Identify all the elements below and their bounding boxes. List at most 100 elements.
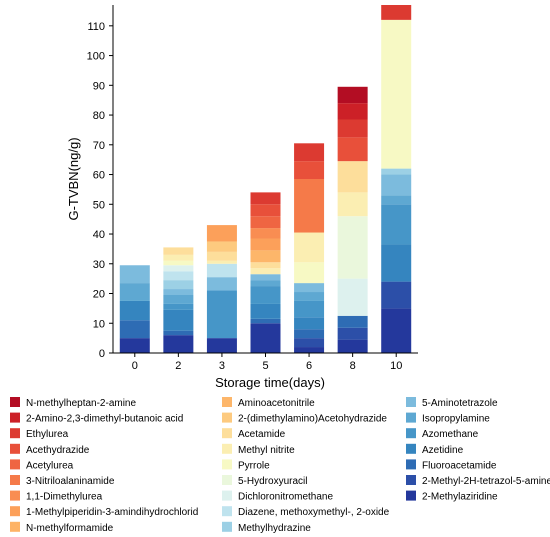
- bar-segment: [250, 228, 281, 239]
- legend-swatch: [406, 459, 416, 470]
- bar-segment: [119, 300, 150, 321]
- bar-segment: [163, 247, 194, 255]
- bar-segment: [250, 286, 281, 304]
- bar-segment: [163, 289, 194, 295]
- bar-segment: [294, 262, 325, 284]
- legend-label: Acetamide: [238, 429, 286, 440]
- bar-segment: [381, 174, 412, 196]
- bar-segment: [119, 338, 150, 353]
- bar-segment: [250, 250, 281, 263]
- bar-segment: [337, 278, 368, 316]
- legend-swatch: [10, 428, 20, 439]
- y-tick-label: 90: [93, 80, 105, 92]
- legend-swatch: [10, 521, 20, 532]
- x-tick-label: 2: [175, 360, 181, 372]
- legend-label: 3-Nitriloalaninamide: [26, 476, 115, 487]
- legend-label: 1-Methylpiperidin-3-amindihydrochlorid: [26, 507, 198, 518]
- legend-label: 2-Methylaziridine: [422, 492, 498, 503]
- bar-segment: [337, 103, 368, 120]
- bar-segment: [337, 119, 368, 138]
- x-axis-ticks: 0 2 3 5 6 8 10: [132, 353, 402, 372]
- bar-segment: [206, 290, 237, 339]
- x-tick-label: 8: [350, 360, 356, 372]
- bar-segment: [206, 241, 237, 252]
- bar-segment: [294, 179, 325, 233]
- y-tick-label: 60: [93, 170, 105, 182]
- legend-label: 2-Amino-2,3-dimethyl-butanoic acid: [26, 414, 183, 425]
- y-tick-label: 100: [87, 51, 105, 63]
- legend-label: Diazene, methoxymethyl-, 2-oxide: [238, 507, 390, 518]
- bar-segment: [337, 216, 368, 279]
- bar-segment: [163, 260, 194, 266]
- legend-swatch: [10, 412, 20, 423]
- legend-label: Methyl nitrite: [238, 445, 295, 456]
- bar-segment: [163, 295, 194, 304]
- bar-segment: [337, 137, 368, 162]
- legend-swatch: [222, 521, 232, 532]
- legend-swatch: [222, 490, 232, 501]
- plot-area: 0 10 20 30 40 50 60 70 80 90 100 110 0 2 3 5 6 8 10: [87, 5, 418, 372]
- bar-segment: [381, 5, 412, 20]
- legend-label: 1,1-Dimethylurea: [26, 492, 103, 503]
- bar-segment: [250, 303, 281, 319]
- bar-segment: [337, 192, 368, 217]
- bar-segment: [337, 315, 368, 328]
- bar-segment: [294, 347, 325, 353]
- bar-segment: [163, 271, 194, 281]
- legend-swatch: [222, 443, 232, 454]
- bar-segment: [163, 303, 194, 310]
- bar-segment: [294, 161, 325, 179]
- bar-segment: [337, 327, 368, 340]
- bar-segment: [381, 168, 412, 175]
- legend-swatch: [10, 443, 20, 454]
- legend-swatch: [222, 428, 232, 439]
- bar-segment: [381, 308, 412, 353]
- bar-segment: [206, 260, 237, 264]
- y-tick-label: 70: [93, 140, 105, 152]
- bar-segment: [206, 251, 237, 261]
- legend-swatch: [10, 490, 20, 501]
- bar-segment: [250, 274, 281, 281]
- x-tick-label: 5: [262, 360, 268, 372]
- legend-label: Pyrrole: [238, 460, 270, 471]
- bar-segment: [250, 216, 281, 229]
- bar-segment: [250, 238, 281, 251]
- bar-segment: [163, 280, 194, 290]
- y-tick-label: 30: [93, 259, 105, 271]
- bar-segment: [250, 268, 281, 275]
- y-tick-label: 50: [93, 199, 105, 211]
- bar-segment: [294, 300, 325, 318]
- legend-swatch: [10, 506, 20, 517]
- legend-label: Dichloronitromethane: [238, 492, 333, 503]
- bar-segment: [119, 283, 150, 301]
- y-axis-ticks: 0 10 20 30 40 50 60 70 80 90 100 110: [87, 21, 113, 360]
- bar-segment: [381, 204, 412, 245]
- legend-label: 2-(dimethylamino)Acetohydrazide: [238, 414, 387, 425]
- legend-swatch: [222, 475, 232, 485]
- bar-segment: [337, 339, 368, 353]
- bar-segment: [206, 263, 237, 278]
- legend-label: Ethylurea: [26, 429, 69, 440]
- bar-segment: [119, 265, 150, 284]
- legend-label: Azomethane: [422, 429, 479, 440]
- bar-segment: [294, 329, 325, 339]
- legend-label: 5-Hydroxyuracil: [238, 476, 307, 487]
- bars-layer: [119, 5, 412, 353]
- bar-segment: [163, 335, 194, 353]
- legend-label: Acetylurea: [26, 460, 74, 471]
- bar-segment: [206, 225, 237, 242]
- bar-segment: [381, 19, 412, 169]
- legend: N-methylheptan-2-amine 2-Amino-2,3-dimeth…: [10, 397, 550, 534]
- bar-segment: [294, 292, 325, 301]
- bar-segment: [163, 265, 194, 272]
- y-axis-title: G-TVBN(ng/g): [66, 137, 81, 220]
- bar-segment: [381, 195, 412, 205]
- legend-label: N-methylformamide: [26, 523, 114, 534]
- legend-swatch: [406, 475, 416, 485]
- bar-segment: [337, 86, 368, 104]
- legend-label: Acethydrazide: [26, 445, 90, 456]
- legend-swatch: [406, 490, 416, 501]
- bar-segment: [294, 143, 325, 162]
- bar-segment: [250, 192, 281, 205]
